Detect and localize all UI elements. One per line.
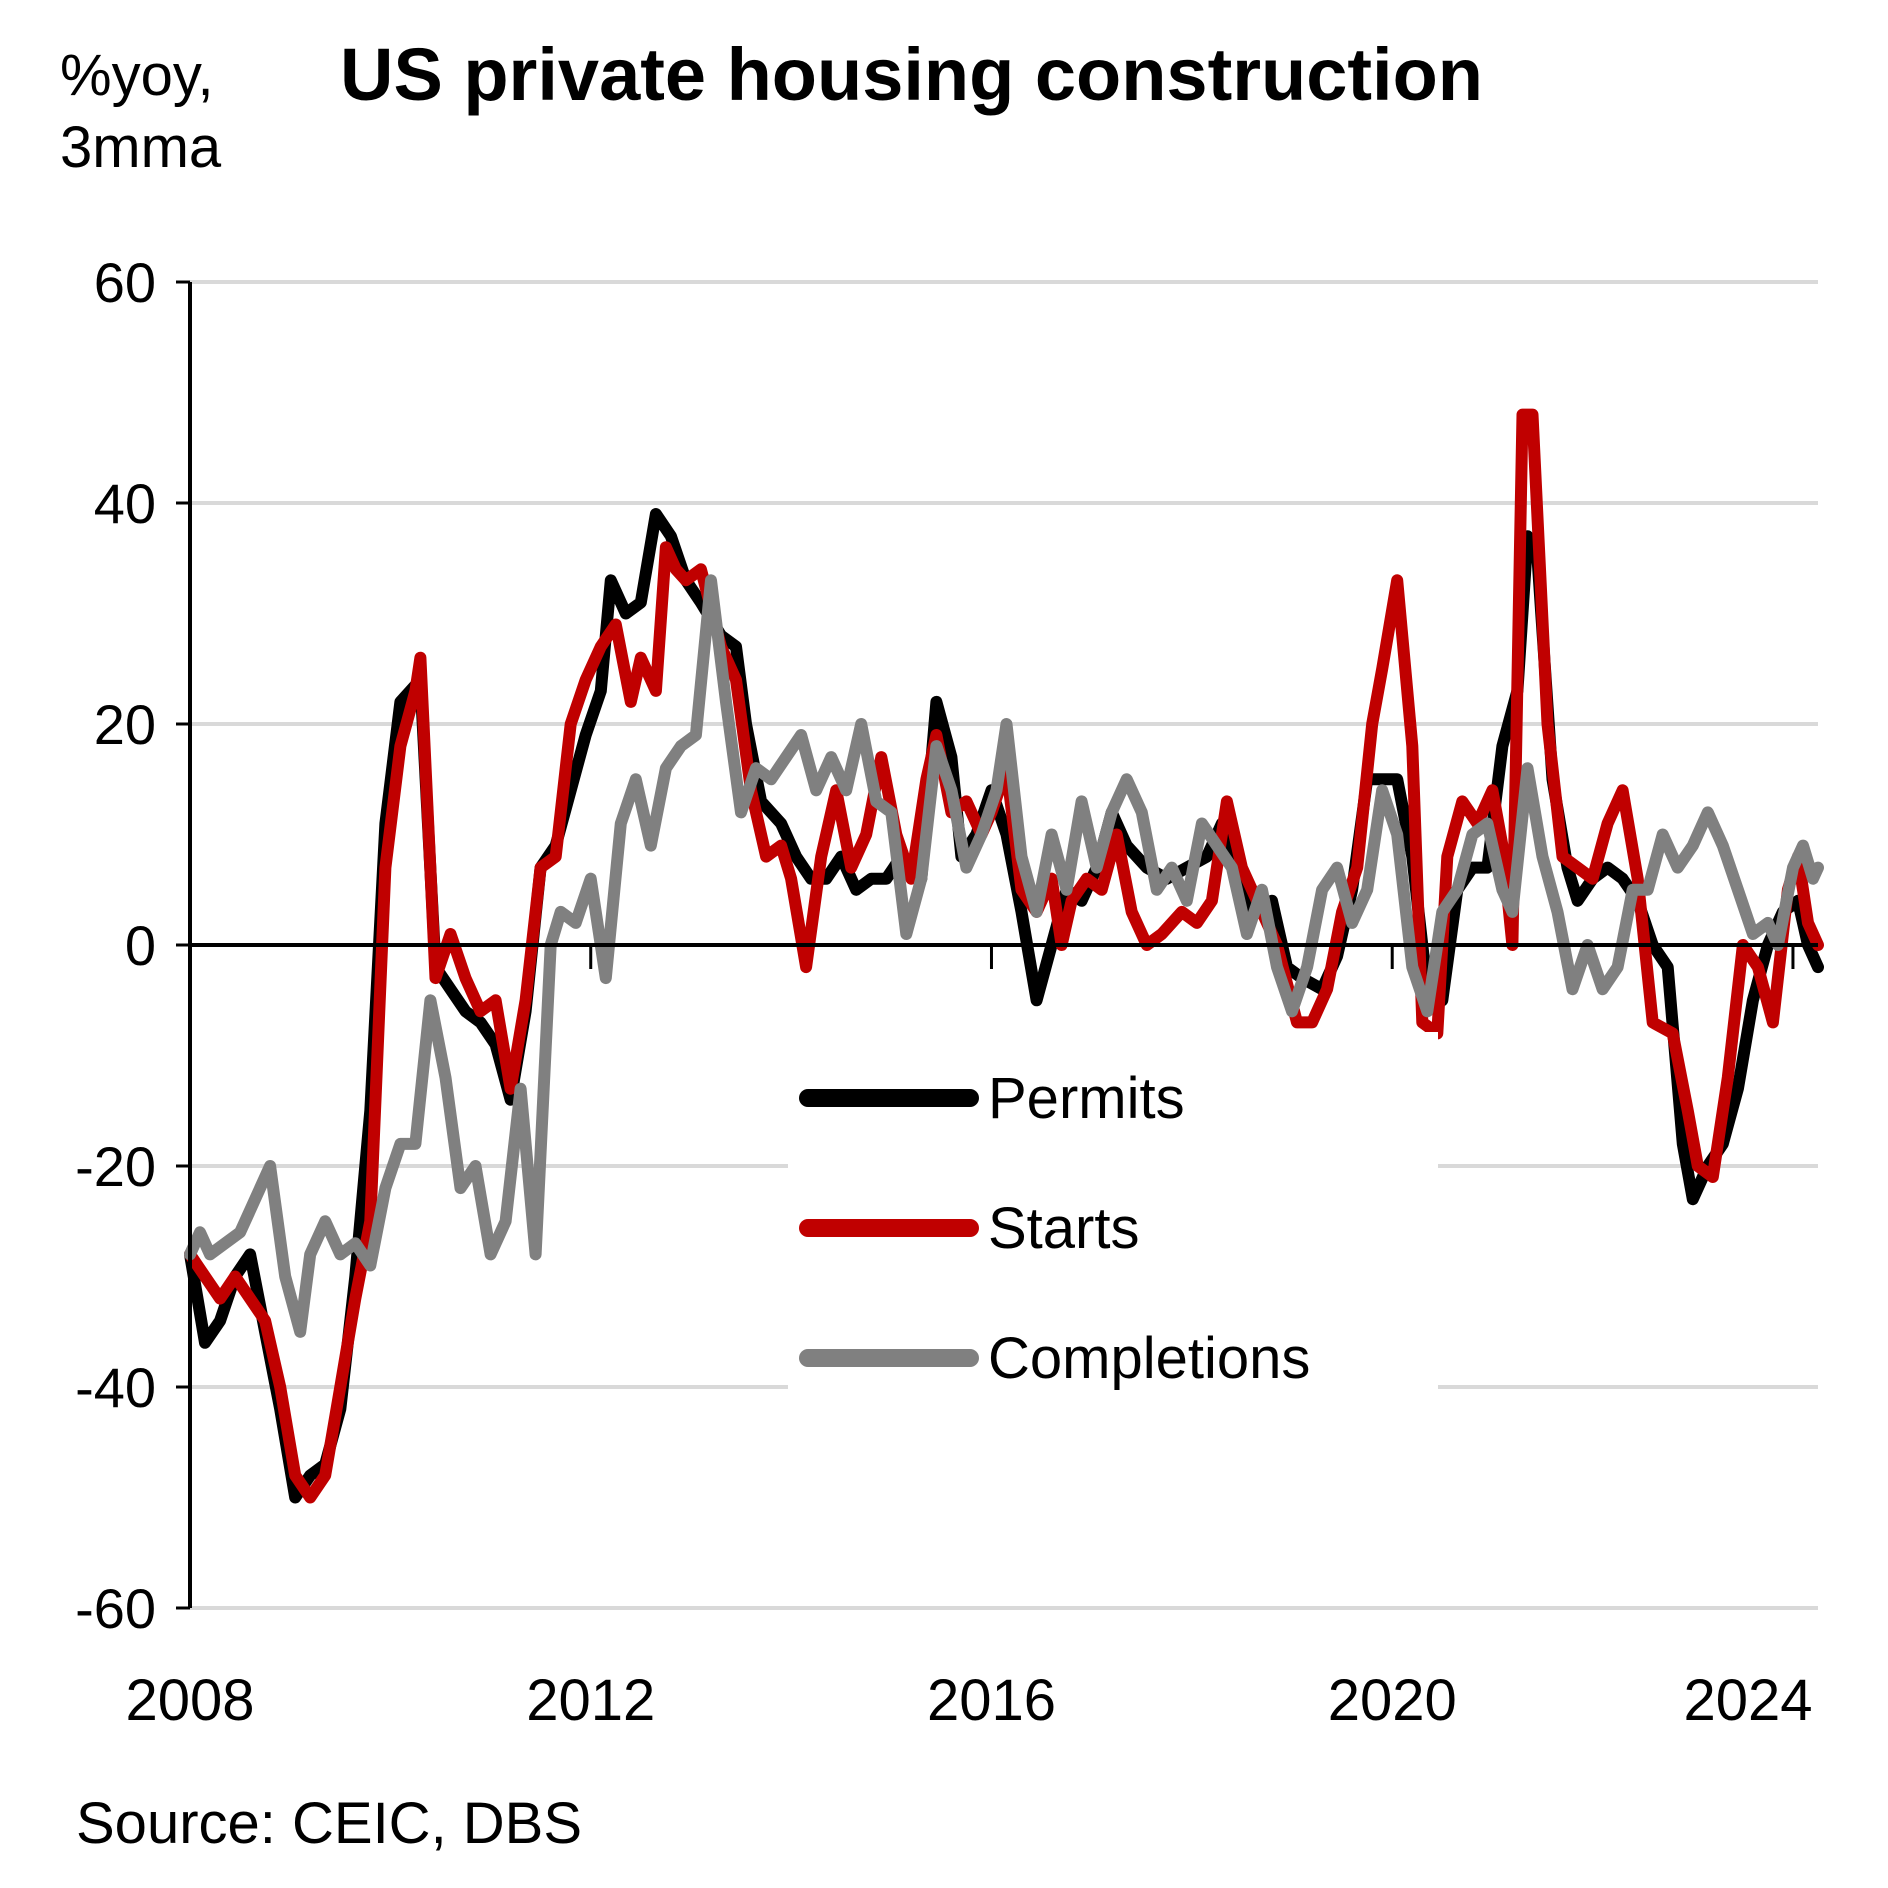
y-axis-unit-label: %yoy, 3mma [60, 40, 221, 184]
source-note: Source: CEIC, DBS [76, 1791, 583, 1856]
y-tick-label: 20 [94, 693, 156, 756]
legend-bg-completions [788, 1292, 1438, 1402]
legend-label-completions: Completions [988, 1326, 1310, 1391]
legend-bg-permits [788, 1032, 1438, 1142]
x-tick-label: 2012 [526, 1668, 655, 1733]
y-tick-label: 60 [94, 251, 156, 314]
y-tick-label: 40 [94, 472, 156, 535]
legend-label-starts: Starts [988, 1196, 1140, 1261]
legend: Permits Starts Completions [788, 1032, 1438, 1402]
x-tick-label: 2024 [1683, 1668, 1812, 1733]
y-tick-label: -40 [75, 1356, 156, 1419]
axes: -60 -40 -20 0 20 40 60 2008 2012 2016 2020 2024 [75, 251, 1818, 1733]
y-axis-unit-line-2: 3mma [60, 115, 222, 180]
x-tick-label: 2020 [1328, 1668, 1457, 1733]
y-tick-label: -20 [75, 1135, 156, 1198]
x-tick-label: 2016 [927, 1668, 1056, 1733]
y-tick-label: -60 [75, 1577, 156, 1640]
legend-bg-starts [788, 1162, 1438, 1272]
x-tick-label: 2008 [125, 1668, 254, 1733]
y-tick-label: 0 [125, 914, 156, 977]
y-axis-unit-line-1: %yoy, [60, 43, 214, 108]
legend-label-permits: Permits [988, 1066, 1185, 1131]
series-line-completions [184, 574, 1824, 1338]
chart-title: US private housing construction [340, 33, 1483, 116]
series-lines [184, 408, 1824, 1504]
